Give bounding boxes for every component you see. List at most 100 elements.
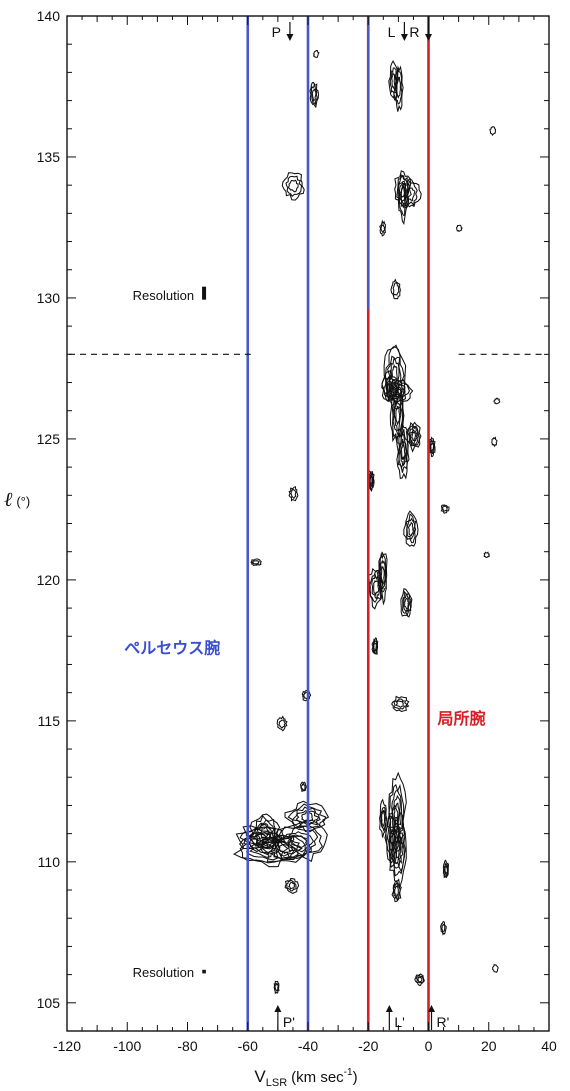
emission-contour [444, 864, 448, 875]
emission-contour [400, 441, 406, 461]
emission-contour [394, 170, 412, 209]
emission-contour [380, 806, 387, 832]
y-tick-label: 125 [37, 431, 61, 447]
top-marker-label: L [388, 24, 396, 40]
bottom-marker-arrowhead [428, 1005, 436, 1012]
emission-contour [407, 521, 414, 537]
bottom-marker-arrowhead [274, 1005, 282, 1012]
arm-label: 局所腕 [438, 709, 486, 728]
emission-contour [417, 976, 423, 983]
y-axis-label-main: ℓ [4, 487, 13, 511]
emission-contour [393, 400, 402, 432]
emission-contour [393, 698, 408, 710]
emission-contour [442, 859, 450, 879]
emission-contour [391, 878, 402, 903]
x-tick-label: 40 [541, 1038, 557, 1054]
emission-contour [278, 719, 286, 729]
emission-contour [381, 809, 386, 828]
emission-contour [247, 831, 271, 845]
emission-contour [403, 180, 418, 207]
emission-contour [386, 815, 398, 860]
emission-contour [394, 884, 399, 898]
emission-contour [281, 172, 305, 201]
x-tick-label: 20 [481, 1038, 497, 1054]
emission-contour [378, 553, 387, 593]
emission-contour [396, 76, 401, 99]
emission-contour [273, 980, 280, 995]
x-tick-label: -80 [177, 1038, 197, 1054]
emission-contour [385, 814, 400, 864]
emission-contour [414, 973, 425, 986]
emission-contour [291, 806, 321, 827]
emission-contour [288, 485, 299, 502]
emission-contour [295, 810, 320, 825]
x-tick-label: -40 [298, 1038, 318, 1054]
top-marker-arrowhead [400, 34, 408, 41]
y-axis-label: ℓ (°) [4, 487, 30, 511]
emission-contour [404, 597, 410, 610]
emission-contour [310, 82, 318, 106]
emission-contour [379, 559, 386, 592]
emission-contour [276, 715, 288, 732]
emission-contour [372, 638, 378, 655]
emission-contour [373, 642, 377, 652]
y-tick-label: 105 [37, 995, 61, 1011]
y-tick-label: 115 [38, 713, 61, 729]
emission-contour [394, 67, 403, 105]
emission-contour [300, 783, 306, 791]
x-axis-label-unit: (km sec [291, 1069, 344, 1086]
emission-contour [369, 476, 373, 485]
emission-contour [368, 567, 384, 610]
emission-contour [290, 488, 297, 500]
resolution-beam-large [202, 286, 207, 300]
x-tick-label: -120 [53, 1038, 81, 1054]
emission-contour [384, 807, 402, 868]
bottom-marker-label: L' [394, 1014, 404, 1030]
emission-contour [388, 824, 397, 853]
y-tick-label: 120 [37, 572, 61, 588]
emission-contour [409, 428, 418, 445]
top-marker-label: P [272, 24, 281, 40]
y-tick-label: 110 [38, 854, 61, 870]
emission-contour [287, 803, 327, 829]
emission-contour [373, 580, 380, 597]
emission-contour [284, 800, 330, 833]
emission-contour [456, 224, 463, 232]
x-tick-label: 0 [425, 1038, 433, 1054]
y-tick-label: 140 [37, 8, 61, 24]
emission-contour [489, 126, 497, 137]
y-tick-label: 130 [37, 290, 61, 306]
emission-contour [402, 593, 410, 614]
emission-contour [440, 920, 447, 936]
emission-contour [390, 384, 406, 398]
emission-contours [232, 49, 501, 995]
emission-contour [287, 179, 299, 193]
emission-contour [253, 833, 268, 843]
emission-contour [274, 983, 279, 992]
x-tick-labels: -120 -100 -80 -60 -40 -20 0 20 40 [53, 1038, 557, 1054]
bottom-marker-label: P' [283, 1014, 295, 1030]
x-axis-label-close: ) [353, 1069, 358, 1086]
emission-contour [285, 879, 297, 892]
resolution-label: Resolution [133, 965, 194, 980]
emission-contour [250, 558, 262, 566]
top-marker-arrowhead [286, 34, 294, 41]
x-axis-label-sub: LSR [266, 1077, 287, 1089]
y-axis-label-unit: (°) [16, 494, 30, 509]
emission-contour [406, 187, 416, 202]
emission-contour [411, 431, 417, 442]
emission-contour [390, 278, 401, 300]
arm-label: ペルセウス腕 [124, 639, 220, 658]
axis-ticks [66, 15, 550, 1032]
emission-contour [260, 834, 311, 863]
x-axis-label-main: V [254, 1067, 266, 1086]
emission-contour [441, 923, 446, 933]
emission-contour [441, 505, 449, 512]
emission-contour [493, 397, 501, 405]
emission-contour [287, 831, 315, 853]
emission-contour [407, 424, 420, 447]
emission-contour [383, 379, 414, 404]
emission-contour [284, 877, 300, 894]
